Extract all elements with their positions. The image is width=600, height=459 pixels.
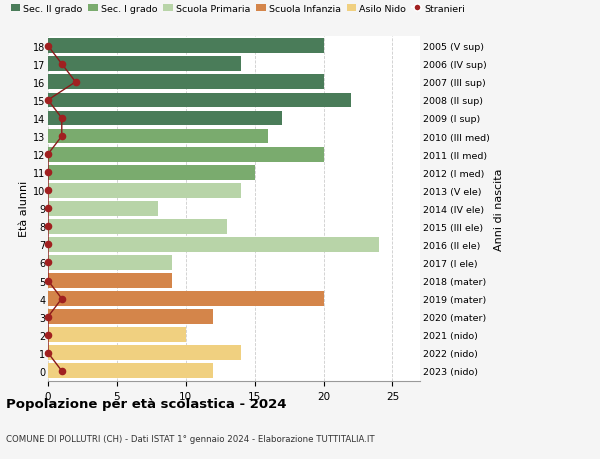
Text: COMUNE DI POLLUTRI (CH) - Dati ISTAT 1° gennaio 2024 - Elaborazione TUTTITALIA.I: COMUNE DI POLLUTRI (CH) - Dati ISTAT 1° … [6, 434, 374, 443]
Point [43, 187, 53, 195]
Point [57, 133, 67, 140]
Bar [48, 57, 241, 72]
Point [43, 205, 53, 213]
Bar [48, 274, 172, 288]
Bar [48, 75, 323, 90]
Point [57, 115, 67, 123]
Point [43, 223, 53, 230]
Bar [48, 237, 379, 252]
Point [43, 259, 53, 267]
Bar [48, 112, 282, 126]
Bar [48, 291, 323, 306]
Point [43, 169, 53, 176]
Bar [48, 129, 268, 144]
Y-axis label: Età alunni: Età alunni [19, 181, 29, 237]
Point [43, 97, 53, 104]
Legend: Sec. II grado, Sec. I grado, Scuola Primaria, Scuola Infanzia, Asilo Nido, Stran: Sec. II grado, Sec. I grado, Scuola Prim… [11, 5, 466, 14]
Y-axis label: Anni di nascita: Anni di nascita [494, 168, 504, 250]
Bar [48, 202, 158, 216]
Point [43, 43, 53, 50]
Point [71, 79, 80, 86]
Bar [48, 184, 241, 198]
Point [43, 331, 53, 339]
Point [43, 349, 53, 357]
Bar [48, 219, 227, 234]
Point [43, 277, 53, 285]
Bar [48, 310, 214, 325]
Point [57, 367, 67, 375]
Bar [48, 364, 214, 379]
Bar [48, 147, 323, 162]
Point [43, 241, 53, 249]
Point [57, 295, 67, 302]
Bar [48, 39, 323, 54]
Point [43, 313, 53, 321]
Text: Popolazione per età scolastica - 2024: Popolazione per età scolastica - 2024 [6, 397, 287, 410]
Bar [48, 93, 351, 108]
Bar [48, 256, 172, 270]
Bar [48, 328, 186, 342]
Point [43, 151, 53, 158]
Bar [48, 165, 254, 180]
Bar [48, 346, 241, 360]
Point [57, 61, 67, 68]
